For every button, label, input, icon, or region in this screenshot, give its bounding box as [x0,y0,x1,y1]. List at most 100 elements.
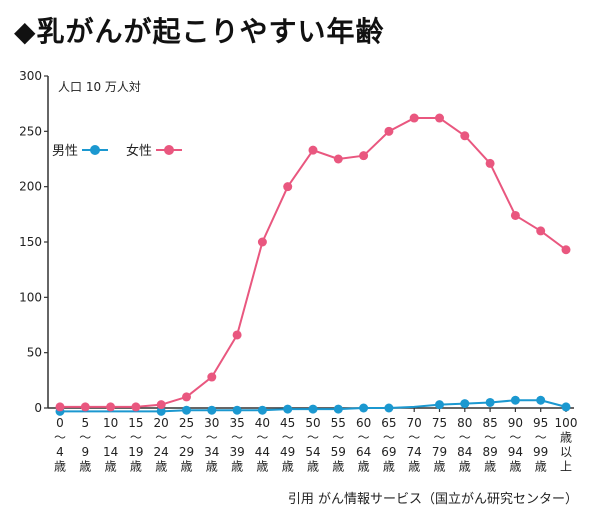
x-tick-label: 4 [56,445,64,459]
x-tick-label: 歳 [408,460,420,474]
x-tick-label: 10 [103,416,118,430]
x-tick-label: 40 [255,416,270,430]
x-tick-label: 54 [305,445,320,459]
x-tick-label: 69 [381,445,396,459]
legend-female: 女性 [126,140,183,159]
male-data-point [510,395,520,405]
x-tick-label: 100 [555,416,578,430]
male-data-point [232,405,242,415]
x-tick-label: 〜 [459,431,471,445]
x-tick-label: 45 [280,416,295,430]
x-tick-label: 歳 [358,460,370,474]
y-tick-label: 150 [19,235,42,249]
x-tick-label: 歳 [282,460,294,474]
female-data-point [182,392,191,402]
x-tick-label: 歳 [130,460,142,474]
x-tick-label: 歳 [206,460,218,474]
legend-male: 男性 [52,140,109,159]
x-tick-label: 歳 [433,460,445,474]
x-tick-label: 0 [56,416,64,430]
x-tick-label: 歳 [155,460,167,474]
female-data-point [561,245,571,255]
legend-female-label: 女性 [126,144,153,159]
x-tick-label: 99 [533,445,548,459]
y-tick-label: 0 [34,401,42,415]
female-data-point [232,330,242,340]
male-data-point [207,405,217,415]
x-tick-label: 84 [457,445,472,459]
female-data-point [308,145,318,155]
x-tick-label: 歳 [383,460,395,474]
female-data-point [257,237,267,247]
x-tick-label: 90 [508,416,523,430]
female-data-point [409,113,419,123]
x-tick-label: 25 [179,416,194,430]
x-tick-label: 歳 [307,460,319,474]
female-data-point [207,372,217,382]
female-data-point [333,154,343,164]
x-tick-label: 24 [154,445,169,459]
male-data-point [333,404,343,414]
x-tick-label: 79 [432,445,447,459]
x-tick-label: 〜 [307,431,319,445]
x-tick-label: 歳 [535,460,547,474]
x-tick-label: 〜 [155,431,167,445]
x-tick-label: 89 [482,445,497,459]
female-data-point [460,131,470,141]
x-tick-label: 44 [255,445,270,459]
x-tick-label: 29 [179,445,194,459]
x-tick-label: 35 [229,416,244,430]
female-data-point [106,402,116,412]
male-data-point [156,406,166,416]
x-tick-label: 歳 [256,460,268,474]
y-tick-label: 200 [19,180,42,194]
female-data-point [536,226,546,236]
x-tick-label: 74 [407,445,422,459]
x-tick-label: 歳 [231,460,243,474]
female-data-point [485,158,495,168]
x-tick-label: 上 [560,460,572,474]
x-tick-label: 14 [103,445,118,459]
female-data-point [80,402,90,412]
legend-male-swatch [82,144,109,155]
x-tick-label: 〜 [433,431,445,445]
x-tick-label: 50 [305,416,320,430]
x-tick-label: 歳 [180,460,192,474]
source-citation: 引用 がん情報サービス（国立がん研究センター） [287,492,578,507]
x-tick-label: 〜 [535,431,547,445]
female-data-point [510,210,520,220]
x-tick-label: 59 [331,445,346,459]
female-data-point [55,402,65,412]
female-data-point [156,400,166,410]
legend-male-label: 男性 [52,144,79,159]
male-data-point [536,395,546,405]
female-data-point [435,113,444,123]
male-data-point [308,404,318,414]
male-data-point [283,404,293,414]
male-data-point [182,405,191,415]
x-tick-label: 〜 [282,431,294,445]
female-data-point [384,126,394,136]
x-tick-label: 〜 [383,431,395,445]
x-tick-label: 15 [128,416,143,430]
x-tick-label: 歳 [484,460,496,474]
x-tick-label: 〜 [130,431,142,445]
legend-female-swatch [156,144,183,155]
x-tick-label: 〜 [509,431,521,445]
x-tick-label: 〜 [79,431,91,445]
x-tick-label: 〜 [231,431,243,445]
x-tick-label: 〜 [180,431,192,445]
male-data-point [460,399,470,409]
x-tick-label: 94 [508,445,523,459]
x-tick-label: 〜 [408,431,420,445]
x-tick-label: 75 [432,416,447,430]
x-tick-label: 19 [128,445,143,459]
x-tick-label: 20 [154,416,169,430]
y-tick-label: 250 [19,124,42,138]
x-tick-label: 49 [280,445,295,459]
x-tick-label: 70 [407,416,422,430]
female-data-point [359,151,369,161]
male-data-point [435,400,444,410]
male-data-point [561,402,571,412]
female-data-point [283,182,293,192]
